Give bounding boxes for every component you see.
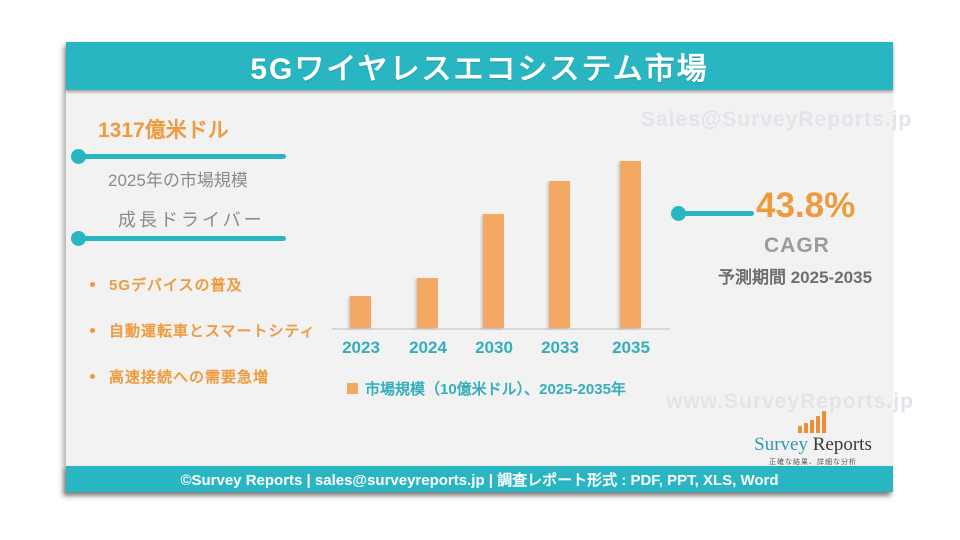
footer-text: ©Survey Reports | sales@surveyreports.jp… [180, 471, 779, 489]
chart-bar-2035 [620, 161, 641, 328]
bullet-icon [90, 328, 95, 333]
accent-line-drivers [71, 231, 286, 246]
growth-drivers-list: 5Gデバイスの普及 自動運転車とスマートシティ 高速接続への需要急増 [90, 274, 316, 412]
logo-name-survey: Survey [754, 434, 808, 455]
driver-label: 高速接続への需要急増 [109, 369, 270, 386]
accent-line-top [71, 149, 286, 164]
bullet-icon [90, 374, 95, 379]
logo-tagline: 正確な結果、詳細な分析 [769, 459, 857, 466]
cagr-value: 43.8% [756, 186, 856, 225]
title-banner: 5Gワイヤレスエコシステム市場 [66, 42, 893, 90]
x-tick-label: 2035 [612, 338, 650, 357]
chart-bar-2023 [350, 296, 371, 328]
bar-chart-icon [798, 410, 828, 433]
infographic-card: 5Gワイヤレスエコシステム市場 Sales@SurveyReports.jp 1… [66, 42, 913, 492]
list-item: 高速接続への需要急増 [90, 366, 316, 387]
logo-name-reports: Reports [812, 434, 872, 455]
x-tick-label: 2023 [342, 338, 380, 357]
chart-bar-2024 [417, 278, 438, 328]
growth-drivers-heading: 成長ドライバー [118, 210, 265, 230]
chart-legend: 市場規模（10億米ドル）、2025-2035年 [347, 378, 626, 399]
accent-line-cagr [671, 206, 754, 221]
forecast-period: 予測期間 2025-2035 [718, 268, 873, 287]
market-size-caption: 2025年の市場規模 [108, 171, 248, 190]
x-tick-label: 2030 [475, 338, 513, 357]
list-item: 自動運転車とスマートシティ [90, 320, 316, 341]
survey-reports-logo: Survey Reports 正確な結果、詳細な分析 [738, 410, 888, 467]
driver-label: 自動運転車とスマートシティ [109, 323, 316, 340]
chart-bar-2030 [483, 214, 504, 328]
legend-swatch-icon [347, 383, 358, 394]
market-size-value: 1317億米ドル [98, 119, 229, 142]
cagr-label: CAGR [764, 234, 830, 257]
footer-banner: ©Survey Reports | sales@surveyreports.jp… [66, 466, 893, 492]
chart-x-axis [332, 328, 670, 330]
page-title: 5Gワイヤレスエコシステム市場 [250, 53, 709, 86]
x-tick-label: 2024 [409, 338, 447, 357]
logo-wordmark: Survey Reports [754, 434, 872, 456]
watermark-website: www.SurveyReports.jp [666, 390, 914, 413]
legend-label: 市場規模（10億米ドル）、2025-2035年 [365, 381, 626, 398]
x-tick-label: 2033 [541, 338, 579, 357]
list-item: 5Gデバイスの普及 [90, 274, 316, 295]
bullet-icon [90, 282, 95, 287]
driver-label: 5Gデバイスの普及 [109, 277, 243, 294]
watermark-sales-email: Sales@SurveyReports.jp [641, 108, 913, 131]
chart-bar-2033 [549, 181, 570, 328]
